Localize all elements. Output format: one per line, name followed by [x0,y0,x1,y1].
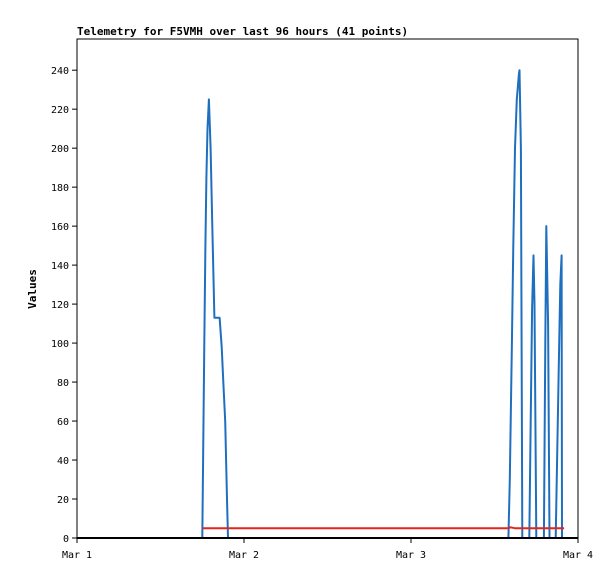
y-tick-label: 200 [51,144,69,155]
y-tick-label: 140 [51,261,69,272]
series-line-1 [201,69,563,539]
y-tick-label: 160 [51,222,69,233]
y-tick-label: 100 [51,339,69,350]
x-tick-label: Mar 4 [563,550,593,561]
x-tick-label: Mar 1 [62,550,92,561]
y-tick-label: 180 [51,183,69,194]
y-tick-label: 0 [63,534,69,545]
series-line-2 [202,526,565,530]
y-tick-label: 80 [57,378,69,389]
y-tick-label: 240 [51,66,69,77]
plot-frame [76,38,579,539]
y-tick-label: 220 [51,105,69,116]
y-axis-label: Values [26,269,39,309]
plot-area: 0 20 40 60 80 100 120 140 160 180 200 220 240 Mar 1 Ma… [51,38,593,561]
y-tick-label: 120 [51,300,69,311]
x-tick-label: Mar 3 [396,550,426,561]
y-tick-label: 20 [57,495,69,506]
chart-title: Telemetry for F5VMH over last 96 hours (… [77,25,408,38]
y-tick-label: 60 [57,417,69,428]
x-tick-label: Mar 2 [229,550,259,561]
y-tick-label: 40 [57,456,69,467]
